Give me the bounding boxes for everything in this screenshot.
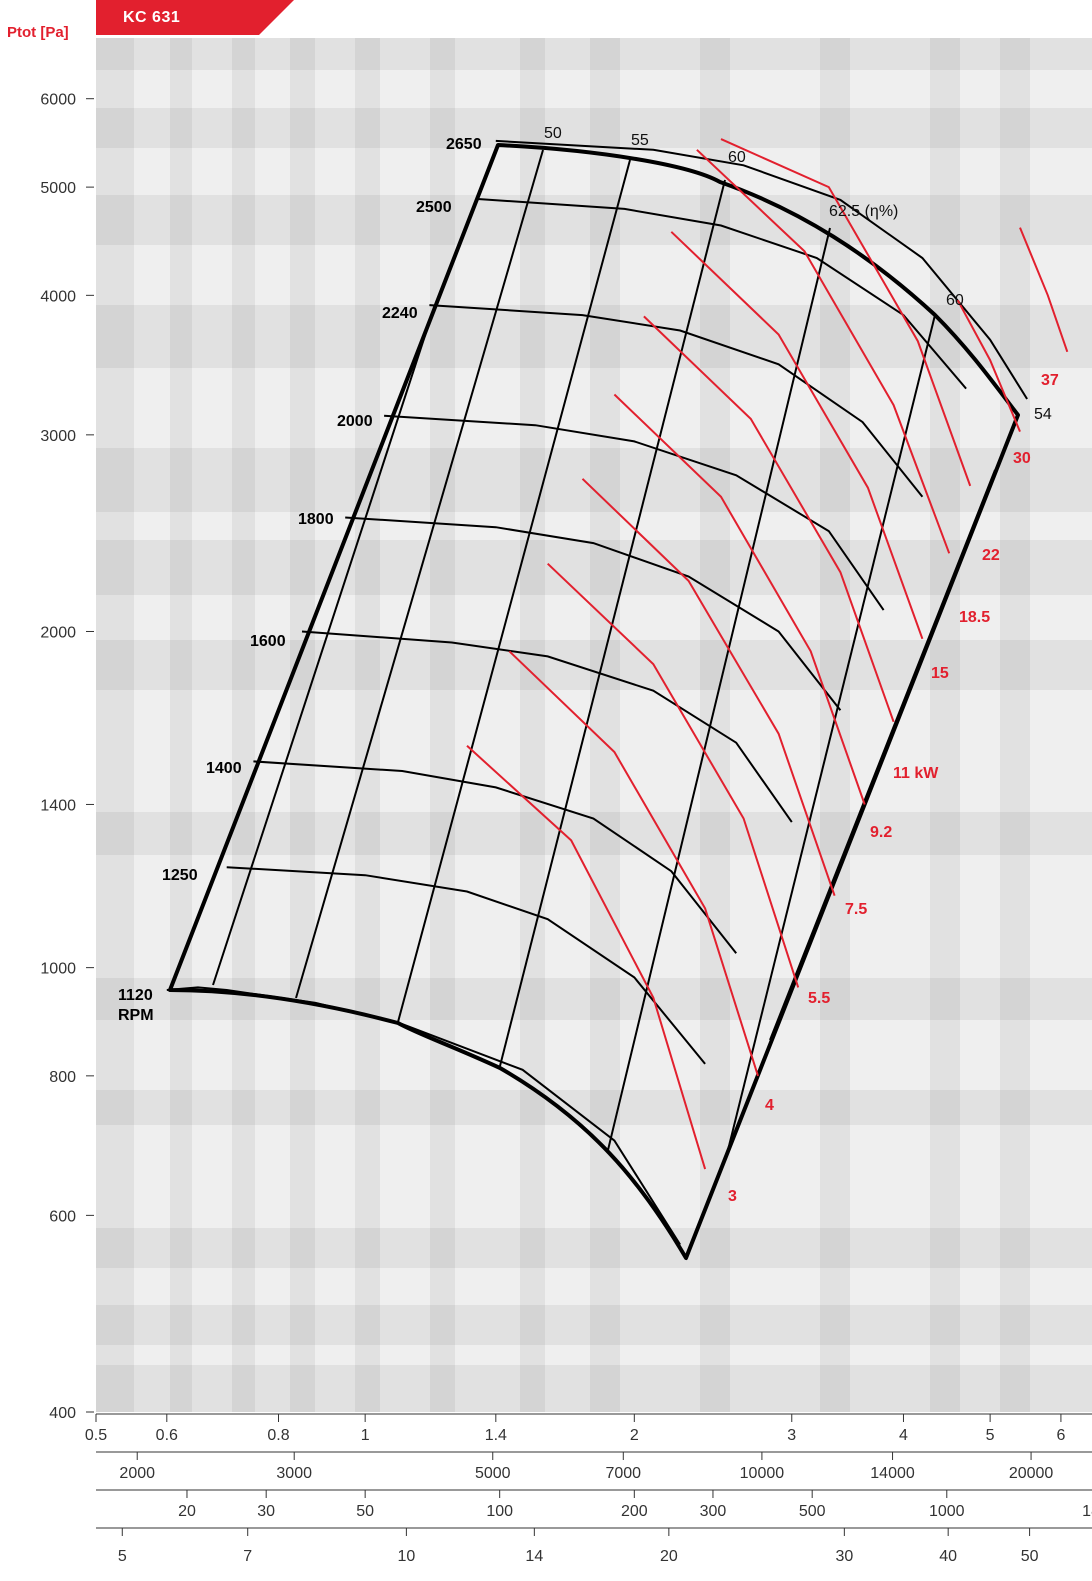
- x-tick-label: 1.4: [485, 1427, 507, 1444]
- y-tick-label: 5000: [40, 180, 76, 197]
- x-tick-label: 2000: [119, 1465, 155, 1482]
- y-tick-label: 4000: [40, 288, 76, 305]
- x-tick-label: 14: [525, 1548, 543, 1565]
- power-label: 15: [931, 665, 949, 682]
- grid-band-horizontal: [96, 38, 1092, 70]
- x-tick-label: 20: [660, 1548, 678, 1565]
- rpm-label: 1800: [298, 511, 334, 528]
- power-label: 18.5: [959, 609, 990, 626]
- x-tick-label: 500: [799, 1503, 826, 1520]
- rpm-label: 2240: [382, 305, 418, 322]
- grid-band-horizontal: [96, 1305, 1092, 1345]
- x-tick-label: 50: [1021, 1548, 1039, 1565]
- x-tick-label: 0.6: [156, 1427, 178, 1444]
- power-label: 22: [982, 547, 1000, 564]
- y-axis-label: Ptot [Pa]: [7, 24, 69, 41]
- x-tick-label: 3: [787, 1427, 796, 1444]
- y-tick-label: 1000: [40, 961, 76, 978]
- rpm-label: 1120: [118, 987, 153, 1004]
- x-tick-label: 4: [899, 1427, 908, 1444]
- grid-band-horizontal: [96, 448, 1092, 512]
- y-tick-label: 400: [49, 1405, 76, 1422]
- power-label: 3: [728, 1188, 737, 1205]
- x-tick-label: 30: [257, 1503, 275, 1520]
- x-tick-label: 10: [397, 1548, 415, 1565]
- grid-band-horizontal: [96, 108, 1092, 148]
- grid-band-horizontal: [96, 540, 1092, 595]
- y-tick-label: 3000: [40, 428, 76, 445]
- grid-band-horizontal: [96, 1228, 1092, 1268]
- efficiency-label: 62.5 (η%): [829, 203, 898, 220]
- efficiency-label: 60: [728, 149, 746, 166]
- x-tick-label: 6: [1056, 1427, 1065, 1444]
- x-tick-label: 1800: [1082, 1503, 1092, 1520]
- x-tick-label: 10000: [740, 1465, 785, 1482]
- rpm-label: 1250: [162, 867, 198, 884]
- efficiency-label: 55: [631, 132, 649, 149]
- x-tick-label: 7: [243, 1548, 252, 1565]
- y-tick-label: 2000: [40, 624, 76, 641]
- rpm-label: 2500: [416, 199, 452, 216]
- efficiency-label: 60: [946, 292, 964, 309]
- grid-band-horizontal: [96, 1365, 1092, 1412]
- rpm-label: 2650: [446, 136, 482, 153]
- rpm-label: 1600: [250, 633, 286, 650]
- x-tick-label: 5: [118, 1548, 127, 1565]
- x-tick-label: 0.5: [85, 1427, 107, 1444]
- x-tick-label: 300: [700, 1503, 727, 1520]
- grid-band-horizontal: [96, 195, 1092, 245]
- x-tick-label: 20000: [1009, 1465, 1054, 1482]
- x-tick-label: 7000: [605, 1465, 641, 1482]
- x-tick-label: 3000: [276, 1465, 312, 1482]
- power-label: 7.5: [845, 901, 867, 918]
- x-tick-label: 30: [835, 1548, 853, 1565]
- grid-band-horizontal: [96, 978, 1092, 1020]
- x-tick-label: 14000: [870, 1465, 915, 1482]
- rpm-label-unit: RPM: [118, 1007, 154, 1024]
- x-tick-label: 5: [986, 1427, 995, 1444]
- efficiency-label: 54: [1034, 406, 1052, 423]
- power-label: 11 kW: [893, 765, 939, 782]
- y-tick-label: 6000: [40, 92, 76, 109]
- power-label: 30: [1013, 450, 1031, 467]
- y-tick-label: 1400: [40, 797, 76, 814]
- y-tick-label: 600: [49, 1208, 76, 1225]
- model-title: KC 631: [123, 9, 180, 27]
- x-tick-label: 100: [486, 1503, 513, 1520]
- x-tick-label: 50: [356, 1503, 374, 1520]
- x-tick-label: 200: [621, 1503, 648, 1520]
- rpm-label: 2000: [337, 413, 373, 430]
- x-tick-label: 1000: [929, 1503, 965, 1520]
- x-tick-label: 2: [630, 1427, 639, 1444]
- rpm-label: 1400: [206, 760, 242, 777]
- x-tick-label: 40: [939, 1548, 957, 1565]
- y-tick-label: 800: [49, 1069, 76, 1086]
- x-tick-label: 20: [178, 1503, 196, 1520]
- x-tick-label: 5000: [475, 1465, 511, 1482]
- x-tick-label: 1: [361, 1427, 370, 1444]
- power-label: 37: [1041, 372, 1059, 389]
- x-tick-label: 0.8: [267, 1427, 289, 1444]
- efficiency-label: 50: [544, 125, 562, 142]
- power-label: 9.2: [870, 824, 892, 841]
- grid-band-horizontal: [96, 1090, 1092, 1125]
- power-label: 4: [765, 1097, 774, 1114]
- power-label: 5.5: [808, 990, 830, 1007]
- grid-band-horizontal: [96, 305, 1092, 368]
